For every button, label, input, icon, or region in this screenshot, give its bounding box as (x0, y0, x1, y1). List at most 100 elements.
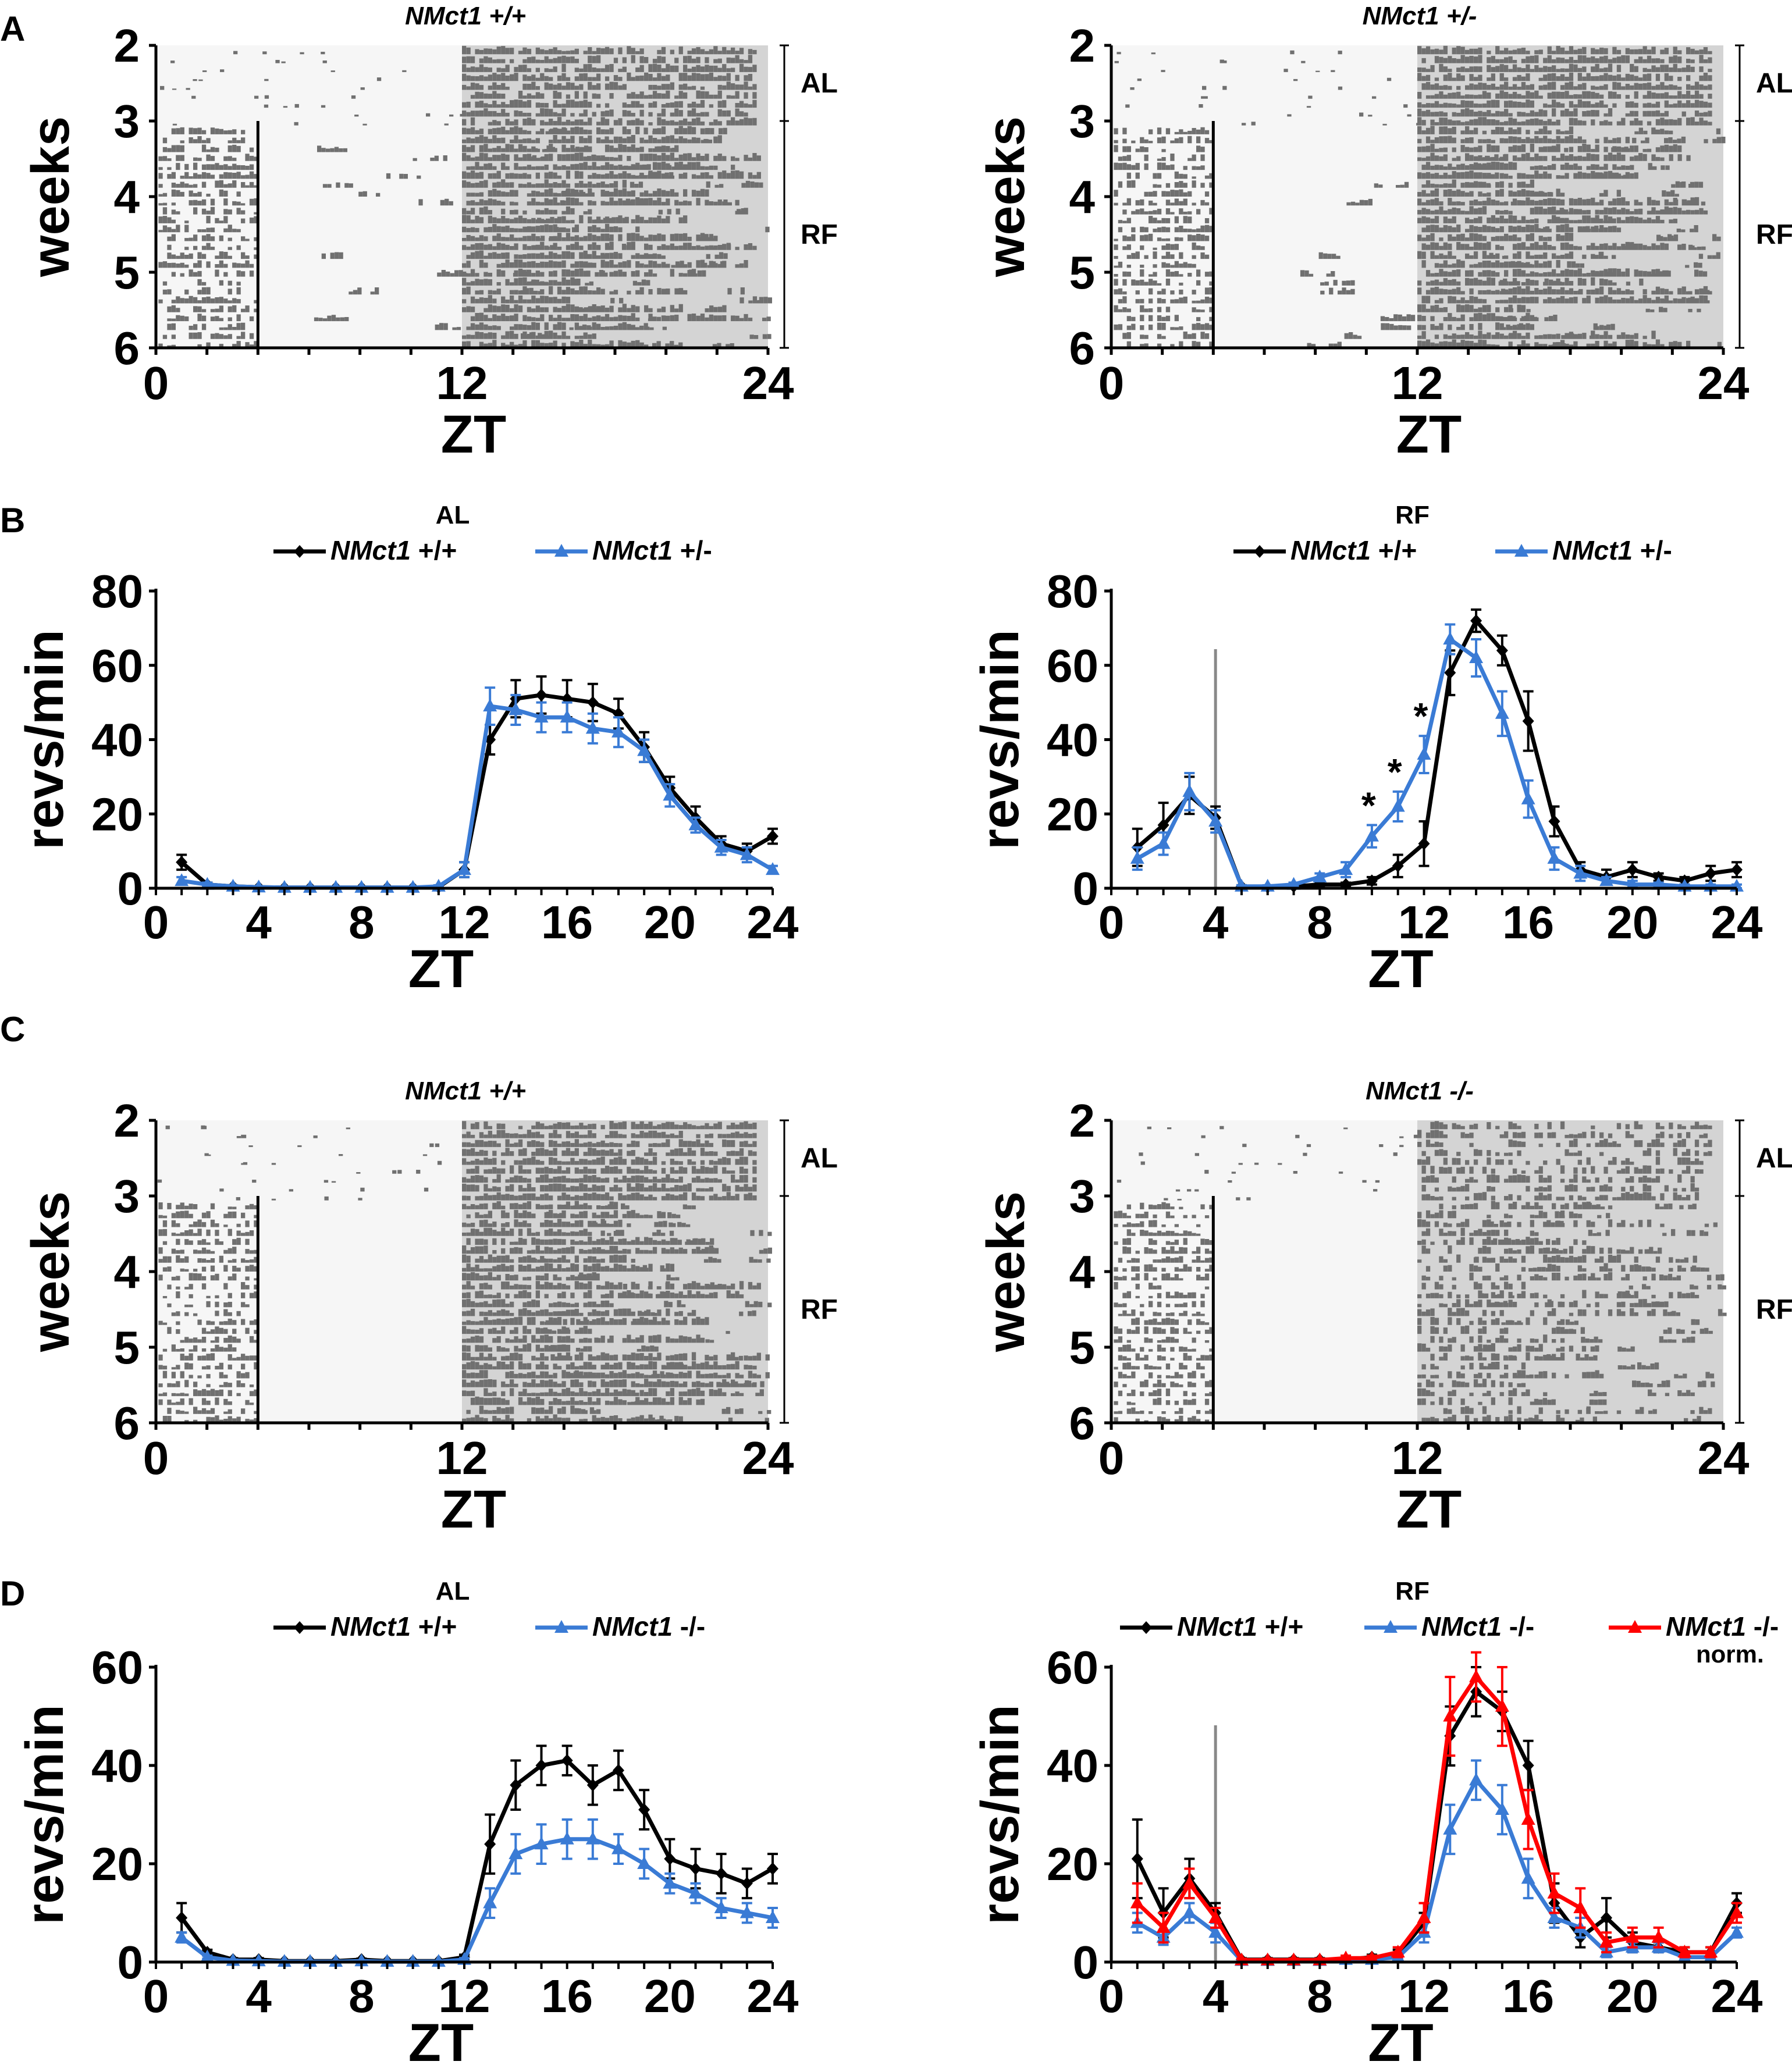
activity-row (158, 1209, 681, 1219)
data-point (688, 1885, 703, 1899)
activity-row (236, 1192, 757, 1201)
activity-row (1126, 1201, 1697, 1209)
phase-label-rf: RF (801, 1294, 838, 1325)
x-tick-label: 24 (1711, 1970, 1763, 2022)
data-point (1156, 836, 1171, 849)
activity-row (1114, 259, 1702, 268)
y-tick-label: 60 (1047, 640, 1098, 692)
activity-row (158, 1352, 770, 1361)
data-point (483, 1895, 497, 1909)
activity-row (1114, 144, 1682, 152)
activity-row (171, 1308, 756, 1316)
week-tick-label: 5 (1069, 1322, 1096, 1373)
activity-row (172, 117, 757, 126)
x-tick-label: 4 (1203, 896, 1229, 948)
zt-tick-label: 12 (1392, 357, 1443, 409)
data-point (303, 1954, 317, 1967)
x-tick-label: 24 (1711, 896, 1763, 948)
data-point (510, 1778, 522, 1792)
zt-tick-label: 0 (143, 1432, 169, 1484)
significance-star: * (1388, 751, 1402, 793)
activity-row (1126, 170, 1638, 179)
data-point (1521, 791, 1535, 804)
x-tick-label: 8 (1307, 896, 1333, 948)
data-point (1547, 850, 1562, 864)
data-point (277, 1954, 291, 1967)
zt-tick-label: 0 (1098, 1432, 1125, 1484)
activity-row (1161, 63, 1712, 72)
week-tick-label: 6 (1069, 322, 1096, 374)
activity-row (1114, 1299, 1669, 1308)
data-point (1392, 859, 1404, 873)
data-point (294, 545, 305, 558)
data-point (561, 1754, 573, 1767)
x-tick-label: 12 (1398, 1970, 1450, 2022)
activity-row (162, 1370, 770, 1379)
legend-label: NMct1 +/- (1552, 535, 1672, 565)
data-point (1444, 666, 1456, 679)
activity-row (1118, 1254, 1697, 1263)
activity-row (248, 1139, 757, 1147)
phase-label-al: AL (1756, 1143, 1792, 1174)
week-tick-label: 6 (1069, 1397, 1096, 1449)
data-point (1130, 1895, 1144, 1909)
y-axis-title: weeks (976, 1191, 1036, 1352)
zt-tick-label: 12 (436, 1432, 488, 1484)
data-point (200, 877, 215, 890)
data-point (1182, 784, 1197, 797)
activity-row (167, 1405, 771, 1414)
x-tick-label: 20 (644, 896, 696, 948)
y-tick-label: 40 (1047, 1740, 1098, 1792)
data-point (554, 544, 568, 557)
data-point (1469, 1669, 1484, 1682)
legend-label: NMct1 +/+ (1177, 1611, 1303, 1642)
data-point (663, 788, 677, 801)
week-tick-label: 3 (114, 95, 140, 147)
activity-row (158, 1379, 765, 1387)
activity-row (204, 1147, 757, 1156)
zt-tick-label: 0 (143, 357, 169, 409)
x-tick-label: 20 (644, 1970, 696, 2022)
x-tick-label: 20 (1606, 1970, 1658, 2022)
y-tick-label: 20 (91, 788, 143, 840)
x-axis-title: ZT (441, 405, 506, 464)
actogram-c-wildtype: NMct1 +/+ 2 3 4 5 60 12 24 ZT weeks AL RF (21, 1077, 838, 1539)
activity-row (158, 259, 748, 268)
data-point (431, 1954, 446, 1967)
data-point (484, 1838, 496, 1851)
activity-row (233, 45, 757, 55)
activity-row (158, 295, 772, 304)
x-tick-label: 16 (1502, 1970, 1554, 2022)
data-point (175, 873, 189, 887)
activity-row (1164, 1192, 1699, 1201)
week-tick-label: 3 (1069, 1170, 1096, 1222)
data-point (766, 862, 780, 875)
data-point (1625, 877, 1640, 890)
data-point (1521, 1811, 1535, 1825)
x-tick-label: 12 (439, 896, 490, 948)
activity-row (1114, 286, 1712, 295)
x-axis-title: ZT (408, 2013, 474, 2072)
data-point (766, 1910, 780, 1923)
actogram-c-knockout: NMct1 -/- 2 3 4 5 60 12 24 ZT weeks AL RF (976, 1077, 1792, 1539)
activity-row (1201, 1130, 1708, 1138)
data-point (585, 721, 600, 734)
activity-row (1118, 152, 1691, 161)
activity-row (1114, 1210, 1610, 1219)
y-tick-label: 0 (1073, 863, 1099, 914)
activity-row (1114, 1334, 1695, 1343)
data-point (1626, 863, 1638, 877)
data-point (560, 710, 574, 723)
x-tick-label: 4 (1203, 1970, 1229, 2022)
series-nmct1-norm- (1130, 1651, 1744, 1966)
activity-row (170, 55, 753, 63)
activity-row (167, 1326, 730, 1334)
activity-row (1117, 45, 1712, 55)
data-point (1131, 1852, 1143, 1865)
activity-row (158, 1227, 772, 1236)
activity-row (1114, 197, 1706, 206)
activity-row (1118, 1370, 1715, 1379)
phase-label-al: AL (1756, 68, 1792, 99)
data-point (637, 743, 652, 756)
x-tick-label: 16 (1502, 896, 1554, 948)
